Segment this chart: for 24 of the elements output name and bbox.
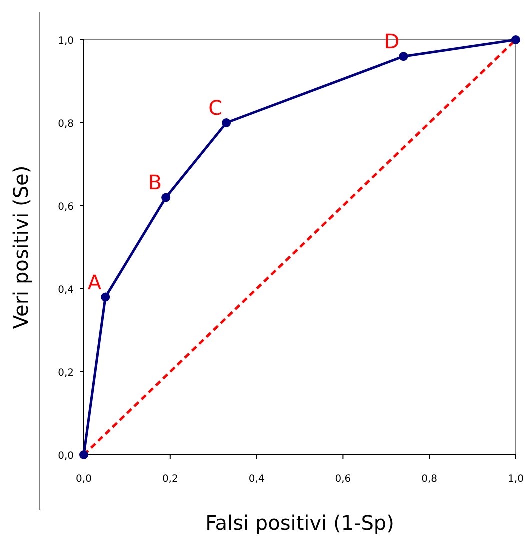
y-tick-label: 0,6	[58, 202, 74, 213]
x-tick-label: 0,8	[422, 474, 438, 485]
x-tick-label: 0,6	[335, 474, 352, 485]
y-tick-label: 1,0	[58, 36, 74, 47]
y-axis-title: Veri positivi (Se)	[9, 166, 33, 330]
annotation: C	[208, 96, 223, 120]
point	[101, 292, 110, 302]
y-tick-label: 0,4	[58, 285, 74, 296]
x-axis-title: Falsi positivi (1-Sp)	[206, 511, 394, 535]
y-tick-label: 0,2	[58, 368, 74, 379]
x-tick-label: 0,4	[248, 474, 265, 485]
point	[222, 118, 232, 128]
point	[399, 52, 408, 62]
point	[162, 193, 171, 202]
annotation: A	[88, 270, 102, 294]
x-tick-label: 0,0	[76, 474, 92, 485]
point	[512, 36, 520, 44]
point	[80, 450, 88, 460]
annotation: B	[148, 170, 162, 195]
annotation: D	[384, 30, 400, 54]
x-tick-label: 0,2	[162, 474, 178, 485]
y-tick-label: 0,0	[58, 451, 74, 462]
y-tick-label: 0,8	[58, 119, 74, 130]
x-tick-label: 1,0	[508, 474, 524, 485]
